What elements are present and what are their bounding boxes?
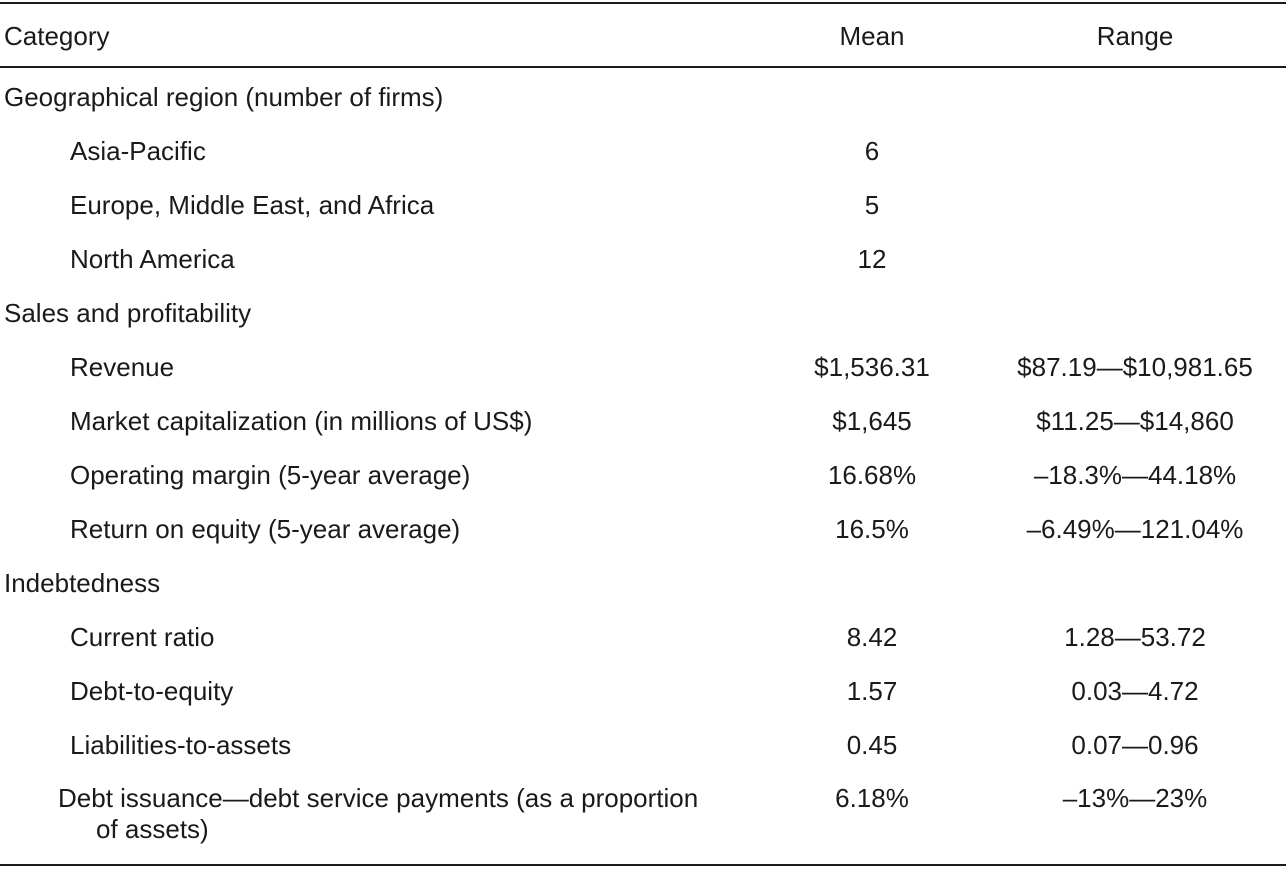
row-mean: 16.68% [827, 460, 917, 490]
row-category: Operating margin (5-year average) [70, 460, 471, 490]
row-mean: 0.45 [846, 730, 898, 760]
table-row: Liabilities-to-assets 0.45 0.07—0.96 [0, 718, 1286, 772]
section-title: Sales and profitability [4, 298, 252, 328]
table-bottom-rule [0, 864, 1286, 866]
row-category: Revenue [70, 352, 175, 382]
row-range: $87.19—$10,981.65 [1017, 352, 1253, 382]
row-range: –6.49%—121.04% [1026, 514, 1244, 544]
table-top-rule [0, 2, 1286, 4]
row-mean: 16.5% [835, 514, 909, 544]
section-title: Geographical region (number of firms) [4, 82, 444, 112]
table-row: Europe, Middle East, and Africa 5 [0, 178, 1286, 232]
row-mean: 5 [864, 190, 880, 220]
row-mean: 6.18% [835, 783, 909, 813]
row-category: Europe, Middle East, and Africa [70, 190, 435, 220]
table-header-rule [0, 66, 1286, 68]
table-row: Return on equity (5-year average) 16.5% … [0, 502, 1286, 556]
table-row: Debt issuance—debt service payments (as … [0, 772, 1286, 862]
row-mean: 1.57 [846, 676, 898, 706]
row-mean: 8.42 [846, 622, 898, 652]
row-range: 0.07—0.96 [1071, 730, 1199, 760]
section-header-indebtedness: Indebtedness [0, 556, 1286, 610]
row-category-line2: of assets) [96, 814, 209, 844]
header-mean: Mean [839, 21, 905, 51]
row-range: 1.28—53.72 [1064, 622, 1206, 652]
section-header-sales-profitability: Sales and profitability [0, 286, 1286, 340]
section-title: Indebtedness [4, 568, 161, 598]
table-row: Debt-to-equity 1.57 0.03—4.72 [0, 664, 1286, 718]
header-range: Range [1096, 21, 1174, 51]
row-mean: $1,645 [832, 406, 912, 436]
row-category: Debt issuance—debt service payments (as … [58, 783, 778, 845]
table-row: Current ratio 8.42 1.28—53.72 [0, 610, 1286, 664]
row-category: Return on equity (5-year average) [70, 514, 461, 544]
table-row: Market capitalization (in millions of US… [0, 394, 1286, 448]
row-range: –18.3%—44.18% [1033, 460, 1237, 490]
table-row: North America 12 [0, 232, 1286, 286]
table-header-row: Category Mean Range [0, 2, 1286, 66]
row-mean: $1,536.31 [814, 352, 930, 382]
row-category: North America [70, 244, 235, 274]
row-category: Market capitalization (in millions of US… [70, 406, 533, 436]
row-range: 0.03—4.72 [1071, 676, 1199, 706]
section-header-geographical-region: Geographical region (number of firms) [0, 70, 1286, 124]
row-category: Asia-Pacific [70, 136, 206, 166]
table-row: Revenue $1,536.31 $87.19—$10,981.65 [0, 340, 1286, 394]
row-category: Debt-to-equity [70, 676, 234, 706]
row-range: $11.25—$14,860 [1036, 406, 1234, 436]
row-category: Current ratio [70, 622, 215, 652]
table-row: Operating margin (5-year average) 16.68%… [0, 448, 1286, 502]
header-category: Category [4, 21, 110, 51]
row-category: Liabilities-to-assets [70, 730, 292, 760]
table-row: Asia-Pacific 6 [0, 124, 1286, 178]
row-mean: 12 [857, 244, 887, 274]
row-range: –13%—23% [1062, 783, 1208, 813]
row-mean: 6 [864, 136, 880, 166]
row-category-line1: Debt issuance—debt service payments (as … [58, 783, 699, 813]
